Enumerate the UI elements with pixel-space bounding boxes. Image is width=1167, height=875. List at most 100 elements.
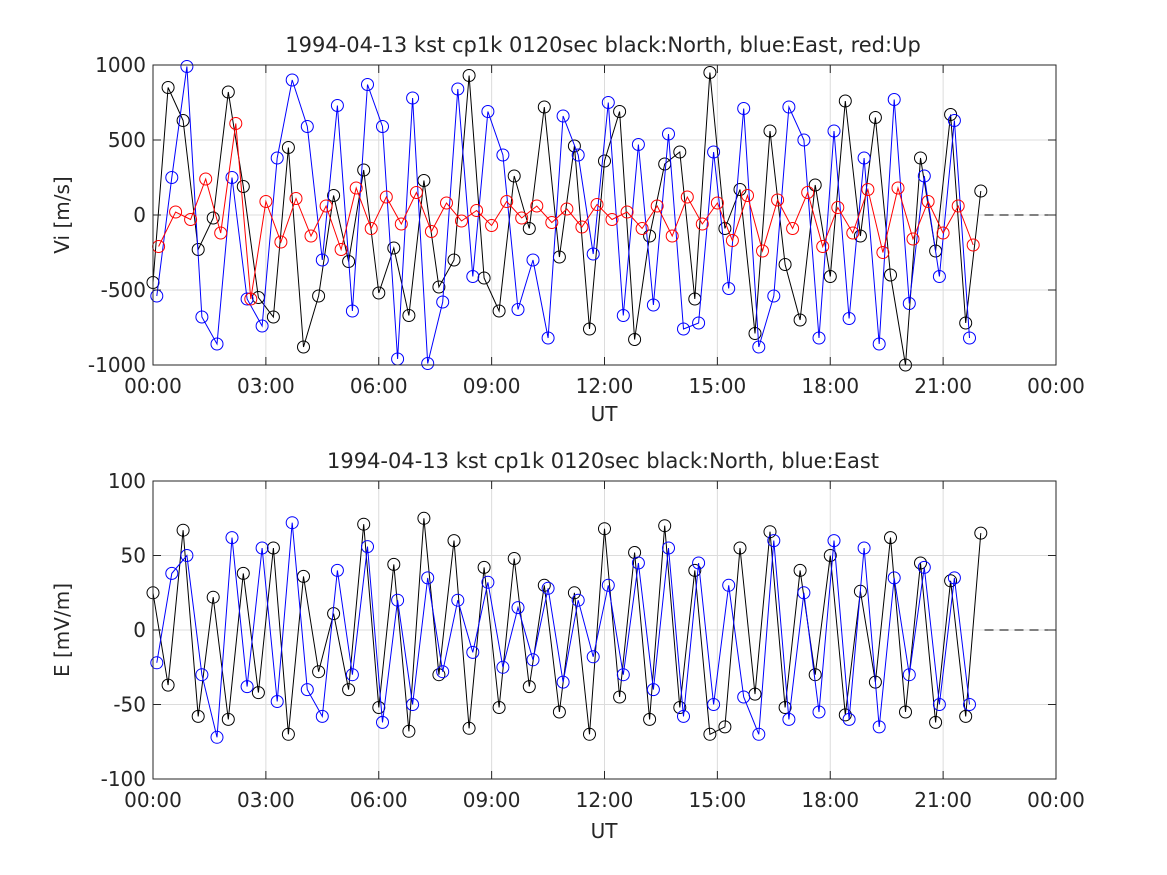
velocity-y-tick-label: -500 [101, 278, 146, 302]
velocity-east-point [767, 289, 781, 303]
efield-north-point [507, 552, 521, 565]
efield-north-point [929, 715, 943, 729]
efield-north-point [598, 522, 611, 536]
efield-east-point [150, 656, 164, 670]
velocity-east-point [466, 270, 480, 283]
efield-y-tick-label: -50 [113, 693, 146, 717]
velocity-east-point [677, 322, 690, 336]
velocity-east-point [571, 148, 585, 162]
efield-east-point [376, 715, 389, 729]
efield-east-point [225, 531, 239, 545]
efield-x-tick-label: 00:00 [1027, 788, 1085, 812]
efield-x-tick-label: 03:00 [237, 788, 295, 812]
velocity-up-point [199, 172, 213, 186]
efield-east-point [541, 581, 555, 595]
efield-east-point [436, 665, 450, 679]
velocity-up-point [876, 246, 890, 259]
efield-x-tick-label: 09:00 [463, 788, 521, 812]
efield-north-point [477, 560, 491, 574]
velocity-up-point [906, 232, 920, 246]
efield-north-point [613, 690, 627, 704]
velocity-east-point [692, 316, 706, 330]
velocity-up-point [605, 213, 619, 226]
efield-north-point [884, 531, 897, 545]
efield-north-point [251, 686, 265, 700]
velocity-east-point [180, 60, 194, 73]
efield-east-point [812, 705, 826, 719]
velocity-up-point [169, 205, 183, 219]
efield-east-point [917, 560, 931, 574]
efield-north-point [537, 578, 551, 592]
velocity-east-point [210, 337, 224, 351]
efield-east-point [677, 709, 690, 723]
velocity-up-point [500, 195, 514, 208]
efield-east-point [872, 720, 886, 734]
efield-east-point [662, 541, 675, 555]
velocity-north-point [402, 309, 416, 322]
velocity-east-point [842, 312, 856, 325]
velocity-up-point [319, 199, 333, 213]
velocity-up-point [244, 292, 258, 306]
velocity-x-tick-label: 15:00 [689, 374, 747, 398]
velocity-north-point [778, 258, 792, 271]
efield-north-point [688, 563, 702, 577]
efield-east-series-line [156, 522, 970, 738]
velocity-up-point [741, 189, 754, 202]
efield-x-tick-label: 00:00 [124, 788, 182, 812]
velocity-north-point [297, 340, 310, 354]
efield-panel: 1994-04-13 kst cp1k 0120sec black:North,… [50, 449, 1085, 843]
efield-east-point [887, 571, 901, 585]
velocity-north-point [176, 114, 190, 127]
velocity-y-tick-label: 1000 [95, 53, 146, 77]
velocity-north-point [793, 313, 807, 327]
velocity-east-point [255, 319, 269, 333]
velocity-y-tick-label: 500 [108, 128, 146, 152]
efield-north-point [387, 557, 401, 571]
efield-north-point [658, 519, 672, 533]
velocity-north-point [959, 316, 973, 330]
efield-y-label: E [mV/m] [50, 583, 74, 677]
velocity-x-tick-label: 00:00 [124, 374, 182, 398]
velocity-north-point [417, 174, 431, 187]
efield-north-point [838, 708, 852, 722]
efield-x-tick-label: 06:00 [350, 788, 408, 812]
velocity-up-point [801, 186, 815, 199]
velocity-up-point [891, 181, 905, 195]
velocity-east-point [932, 270, 946, 283]
velocity-east-point [782, 100, 796, 114]
efield-north-point [763, 525, 777, 539]
efield-east-point [165, 566, 179, 580]
efield-east-point [526, 653, 540, 667]
efield-east-point [240, 680, 254, 694]
velocity-up-point [424, 225, 438, 238]
velocity-up-point [515, 211, 529, 225]
efield-east-point [616, 668, 630, 682]
velocity-north-point [974, 184, 988, 198]
velocity-east-point [586, 247, 600, 261]
efield-y-tick-label: 50 [121, 544, 146, 568]
velocity-north-point [266, 310, 280, 324]
efield-east-point [707, 698, 721, 711]
velocity-east-point [722, 282, 736, 295]
velocity-up-point [379, 190, 393, 204]
efield-y-ticks: -100 -50 0 50 100 [101, 469, 1056, 791]
efield-east-point [586, 650, 600, 664]
efield-east-point [330, 563, 344, 577]
efield-east-point [270, 695, 284, 708]
efield-north-point [176, 523, 190, 537]
velocity-north-point [492, 304, 506, 318]
velocity-north-point [583, 322, 596, 336]
efield-y-tick-label: 0 [133, 618, 146, 642]
velocity-up-point [936, 226, 950, 240]
velocity-north-point [522, 222, 536, 235]
velocity-east-point [827, 124, 841, 138]
velocity-north-point [161, 81, 175, 94]
velocity-north-point [628, 333, 642, 346]
efield-north-point [823, 549, 837, 562]
efield-north-point [643, 712, 657, 726]
efield-north-point [417, 511, 431, 525]
velocity-x-tick-label: 00:00 [1027, 374, 1085, 398]
efield-north-series-line [152, 518, 982, 736]
velocity-east-point [165, 171, 179, 184]
efield-title: 1994-04-13 kst cp1k 0120sec black:North,… [327, 449, 879, 473]
